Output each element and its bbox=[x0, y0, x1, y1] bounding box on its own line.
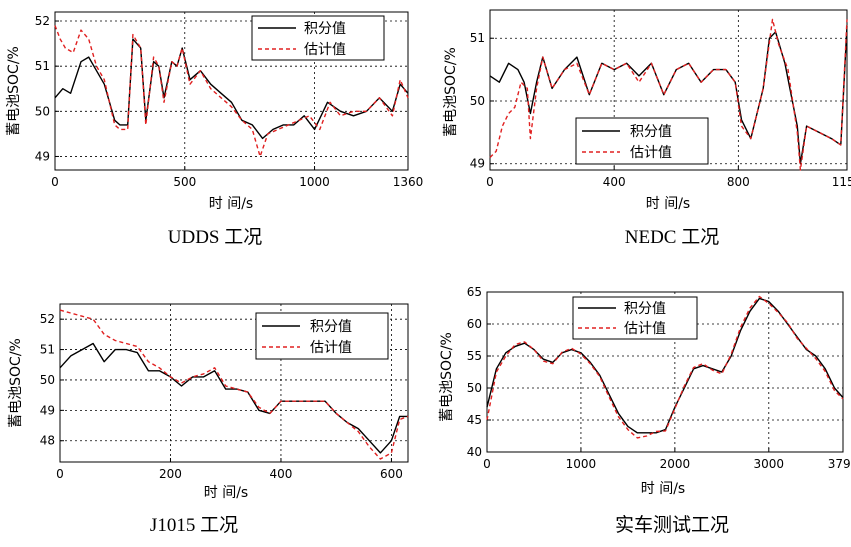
legend-box bbox=[255, 312, 389, 360]
x-axis-title: 时 间/s bbox=[204, 485, 248, 501]
chart-panel-nedc: 0 400 800 1150 49 50 51 积分值 估计值 时 间/s 蓄电池SOC/%… bbox=[443, 9, 851, 248]
legend-label-integral: 积分值 bbox=[630, 124, 672, 140]
legend-label-integral: 积分值 bbox=[310, 319, 352, 335]
y-tick-label: 51 bbox=[470, 31, 485, 45]
series-line-estimate bbox=[489, 18, 848, 171]
x-tick-label: 400 bbox=[269, 467, 292, 481]
x-tick-label: 2000 bbox=[660, 457, 691, 471]
y-tick-label: 52 bbox=[35, 14, 50, 28]
x-tick-label: 0 bbox=[56, 467, 64, 481]
series-line-estimate bbox=[486, 295, 844, 439]
series-line-integral bbox=[489, 25, 848, 165]
legend-box bbox=[575, 117, 709, 165]
x-tick-label: 800 bbox=[727, 175, 750, 189]
x-tick-label: 1150 bbox=[832, 175, 851, 189]
legend: 积分值 估计值 bbox=[572, 296, 698, 340]
legend-label-integral: 积分值 bbox=[624, 301, 666, 317]
x-tick-label: 0 bbox=[51, 175, 59, 189]
x-axis-title: 时 间/s bbox=[209, 196, 253, 212]
legend-label-integral: 积分值 bbox=[304, 21, 346, 37]
chart-panel-udds: 0 500 1000 1360 49 50 51 52 积分值 估计值 时 间/s 蓄电池SO… bbox=[6, 11, 424, 248]
tick-marks: 0 200 400 600 48 49 50 51 52 bbox=[40, 312, 403, 481]
legend-label-estimate: 估计值 bbox=[304, 42, 346, 58]
y-tick-label: 65 bbox=[467, 285, 482, 299]
panel-caption: 实车测试工况 bbox=[615, 514, 729, 536]
grid-lines bbox=[490, 10, 847, 170]
series-lines bbox=[486, 295, 844, 439]
y-tick-label: 49 bbox=[35, 149, 50, 163]
y-tick-label: 51 bbox=[40, 343, 55, 357]
legend: 积分值 估计值 bbox=[255, 312, 389, 360]
y-tick-label: 49 bbox=[470, 157, 485, 171]
panel-caption: UDDS 工况 bbox=[168, 227, 262, 248]
series-lines bbox=[54, 25, 409, 158]
x-tick-label: 200 bbox=[159, 467, 182, 481]
legend-label-estimate: 估计值 bbox=[630, 145, 672, 161]
y-tick-label: 49 bbox=[40, 403, 55, 417]
y-tick-label: 50 bbox=[40, 373, 55, 387]
legend-label-estimate: 估计值 bbox=[624, 321, 666, 337]
y-tick-label: 55 bbox=[467, 349, 482, 363]
y-tick-label: 45 bbox=[467, 413, 482, 427]
y-tick-label: 48 bbox=[40, 434, 55, 448]
panel-caption: NEDC 工况 bbox=[625, 227, 719, 248]
y-tick-label: 50 bbox=[467, 381, 482, 395]
y-tick-label: 51 bbox=[35, 59, 50, 73]
series-line-estimate bbox=[59, 309, 409, 460]
y-axis-title: 蓄电池SOC/% bbox=[6, 46, 22, 136]
x-tick-label: 400 bbox=[603, 175, 626, 189]
tick-marks: 0 500 1000 1360 49 50 51 52 bbox=[35, 14, 424, 189]
x-tick-label: 0 bbox=[483, 457, 491, 471]
chart-panel-vehicle-test: 0 1000 2000 3000 3790 40 45 50 55 60 65 积分值 估计值 时 … bbox=[439, 285, 851, 536]
series-line-estimate bbox=[54, 25, 409, 158]
x-tick-label: 600 bbox=[380, 467, 403, 481]
legend: 积分值 估计值 bbox=[575, 117, 709, 165]
y-tick-label: 50 bbox=[470, 94, 485, 108]
panel-caption: J1015 工况 bbox=[150, 515, 238, 536]
x-axis-title: 时 间/s bbox=[646, 196, 690, 212]
legend: 积分值 估计值 bbox=[251, 15, 385, 61]
legend-label-estimate: 估计值 bbox=[310, 340, 352, 356]
y-axis-title: 蓄电池SOC/% bbox=[8, 338, 24, 428]
series-line-integral bbox=[59, 342, 408, 454]
legend-box bbox=[251, 15, 385, 61]
y-tick-label: 40 bbox=[467, 445, 482, 459]
x-tick-label: 3000 bbox=[754, 457, 785, 471]
series-lines bbox=[489, 18, 848, 171]
y-axis-title: 蓄电池SOC/% bbox=[443, 47, 459, 137]
y-tick-label: 52 bbox=[40, 312, 55, 326]
tick-marks: 0 400 800 1150 49 50 51 bbox=[470, 31, 851, 189]
x-tick-label: 1360 bbox=[393, 175, 424, 189]
y-axis-title: 蓄电池SOC/% bbox=[439, 332, 455, 422]
series-lines bbox=[59, 309, 409, 460]
x-tick-label: 1000 bbox=[299, 175, 330, 189]
x-tick-label: 1000 bbox=[566, 457, 597, 471]
y-tick-label: 50 bbox=[35, 104, 50, 118]
x-axis-title: 时 间/s bbox=[641, 481, 685, 497]
tick-marks: 0 1000 2000 3000 3790 40 45 50 55 60 65 bbox=[467, 285, 851, 471]
legend-box bbox=[572, 296, 698, 340]
x-tick-label: 0 bbox=[486, 175, 494, 189]
y-tick-label: 60 bbox=[467, 317, 482, 331]
x-tick-label: 500 bbox=[173, 175, 196, 189]
x-tick-label: 3790 bbox=[828, 457, 851, 471]
chart-panel-j1015: 0 200 400 600 48 49 50 51 52 积分值 估计值 时 间/s 蓄电池SO… bbox=[8, 303, 409, 536]
